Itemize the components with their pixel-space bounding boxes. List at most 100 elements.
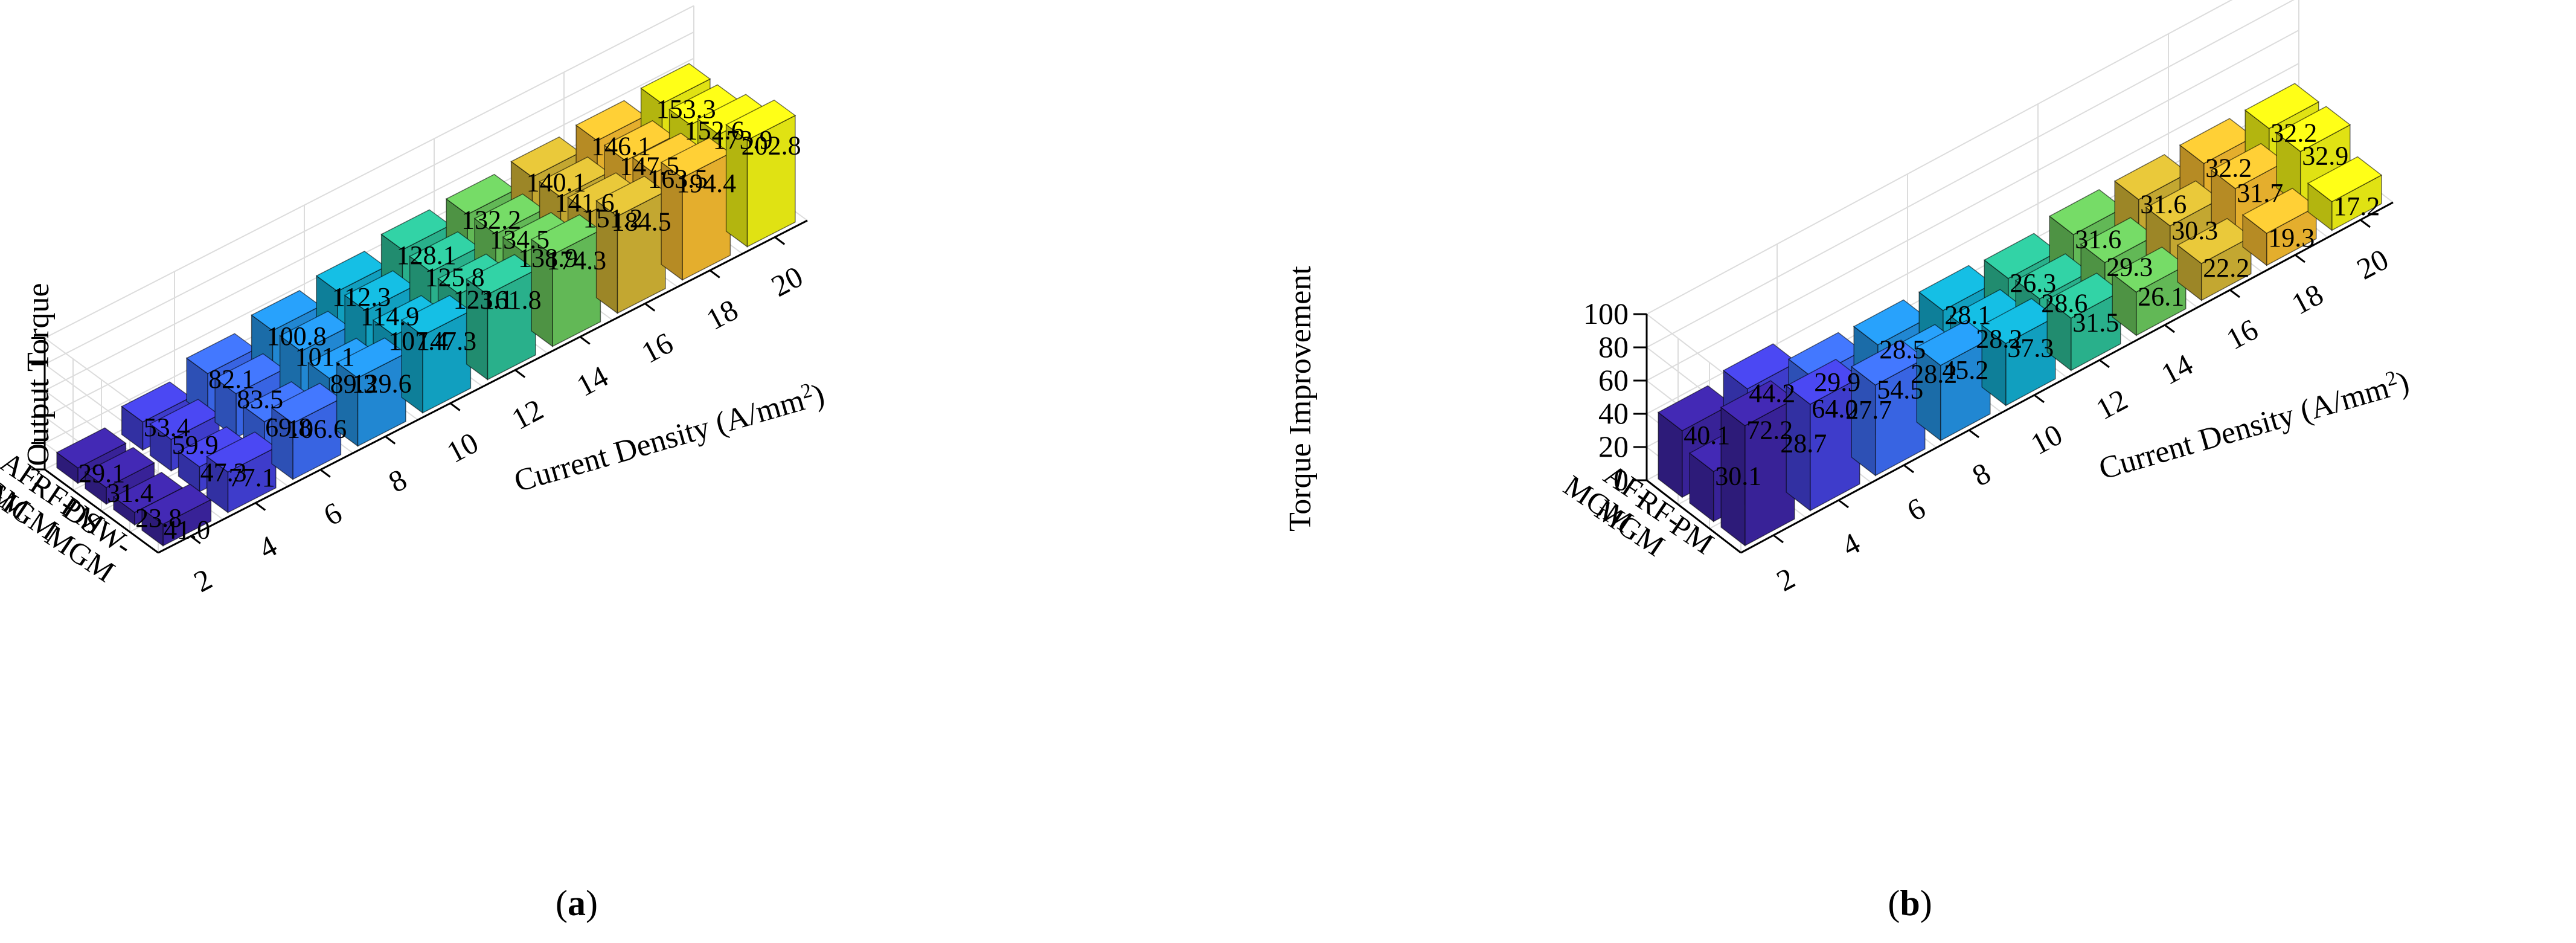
data-label: 26.3 bbox=[2010, 268, 2056, 298]
bar bbox=[2176, 217, 2252, 301]
data-label: 112.3 bbox=[332, 282, 391, 312]
data-label: 123.1 bbox=[453, 285, 513, 314]
x-axis-label: Current Density (A/mm2) bbox=[2095, 364, 2413, 486]
data-label: 30.3 bbox=[2171, 216, 2218, 245]
x-tick-label: 14 bbox=[2156, 347, 2198, 391]
data-label: 101.1 bbox=[295, 342, 355, 372]
x-tick bbox=[319, 469, 331, 478]
bar-face-top bbox=[315, 251, 386, 292]
bar bbox=[1720, 380, 1796, 547]
data-label: 89.3 bbox=[330, 369, 377, 399]
bar-face-top bbox=[214, 353, 285, 394]
bar bbox=[1850, 340, 1926, 477]
data-label: 163.5 bbox=[648, 164, 708, 193]
bar-face-top bbox=[2145, 180, 2221, 227]
bar-face-top bbox=[400, 295, 472, 336]
x-tick-label: 10 bbox=[441, 425, 484, 469]
bar-face-top bbox=[2113, 154, 2190, 201]
x-tick bbox=[579, 336, 591, 345]
bar bbox=[466, 254, 537, 381]
bar bbox=[2307, 156, 2383, 231]
data-label: 107.4 bbox=[388, 326, 448, 356]
bar bbox=[1915, 320, 1991, 442]
bar-face-top bbox=[473, 193, 545, 235]
bar-face-top bbox=[2048, 189, 2124, 236]
z-tick-label: 20 bbox=[1598, 430, 1629, 463]
data-label: 22.2 bbox=[2203, 253, 2249, 283]
data-label: 28.1 bbox=[1944, 300, 1991, 330]
x-tick-label: 20 bbox=[2351, 242, 2394, 286]
bar bbox=[1785, 358, 1861, 512]
bar bbox=[336, 337, 407, 447]
x-tick bbox=[2360, 219, 2371, 228]
x-tick bbox=[709, 269, 720, 278]
bar-face-top bbox=[2210, 143, 2286, 189]
z-tick-label: 0 bbox=[1613, 463, 1629, 497]
x-tick bbox=[514, 369, 526, 378]
x-tick-label: 12 bbox=[2091, 382, 2133, 426]
panel-b-chart: 40.1 44.2 29.9 28.5 28.1 26.3 31.6 31.6 32.2 32.2… bbox=[1283, 0, 2413, 923]
x-tick-label: 2 bbox=[188, 562, 217, 599]
bar bbox=[595, 175, 667, 314]
bar-face-top bbox=[445, 173, 516, 215]
data-label: 77.1 bbox=[229, 463, 275, 492]
bar-face-top bbox=[530, 214, 601, 256]
data-label: 147.3 bbox=[417, 326, 476, 356]
bar-face-top bbox=[725, 99, 796, 141]
bar-face-top bbox=[466, 254, 537, 295]
bar-face-top bbox=[380, 209, 452, 251]
bar-face-top bbox=[603, 120, 674, 161]
bar-face-top bbox=[84, 446, 155, 488]
data-label: 31.6 bbox=[2140, 189, 2187, 219]
x-tick-label: 2 bbox=[1771, 561, 1800, 597]
data-label: 129.6 bbox=[352, 369, 412, 398]
x-axis-label: Current Density (A/mm2) bbox=[510, 376, 828, 499]
data-label: 146.1 bbox=[591, 131, 651, 161]
axes bbox=[43, 219, 808, 554]
data-label: 202.8 bbox=[742, 131, 801, 161]
bar-face-top bbox=[1918, 265, 1994, 311]
data-label: 152.6 bbox=[685, 115, 745, 145]
data-label: 54.5 bbox=[1877, 375, 1923, 404]
data-label: 32.2 bbox=[2205, 153, 2252, 183]
data-label: 134.5 bbox=[490, 225, 549, 254]
x-tick-label: 6 bbox=[1902, 491, 1930, 527]
x-tick-label: 12 bbox=[506, 392, 548, 436]
bar-face-top bbox=[2244, 83, 2320, 129]
bar bbox=[2111, 246, 2187, 336]
bar-face-top bbox=[2046, 272, 2122, 319]
bar-face-top bbox=[1785, 358, 1861, 405]
grid-line bbox=[44, 5, 694, 339]
bar-face-top bbox=[2179, 118, 2255, 164]
x-tick-label: 4 bbox=[1836, 526, 1865, 562]
data-label: 45.2 bbox=[1942, 355, 1988, 385]
y-axis-line bbox=[1646, 479, 1741, 554]
bar-face-top bbox=[660, 137, 731, 179]
data-label: 26.1 bbox=[2138, 282, 2184, 311]
data-label: 194.4 bbox=[676, 169, 736, 198]
bar-face-top bbox=[1850, 340, 1926, 386]
bar-face-top bbox=[279, 311, 350, 352]
grid-line bbox=[1646, 30, 2299, 381]
bar-face-top bbox=[141, 483, 212, 525]
data-label: 132.2 bbox=[461, 205, 521, 235]
x-axis-line bbox=[158, 219, 808, 554]
x-tick bbox=[1969, 429, 1979, 439]
bar-face-top bbox=[1657, 385, 1733, 431]
bar-face-top bbox=[409, 231, 480, 272]
data-label: 28.6 bbox=[2041, 289, 2087, 318]
bar-face-top bbox=[2080, 217, 2156, 263]
data-label: 44.2 bbox=[1749, 379, 1795, 408]
data-label: 161.8 bbox=[482, 285, 542, 315]
data-label: 147.5 bbox=[620, 152, 679, 181]
data-label: 32.2 bbox=[2270, 118, 2317, 148]
data-label: 173.9 bbox=[713, 125, 773, 155]
bar-face-top bbox=[510, 136, 582, 178]
x-tick bbox=[255, 502, 266, 511]
panel-label-open: ( bbox=[1888, 883, 1900, 923]
bar-face-top bbox=[251, 290, 322, 332]
x-tick bbox=[385, 436, 396, 445]
z-axis-label: Output Torque bbox=[21, 283, 56, 466]
bar-face-top bbox=[2111, 246, 2187, 293]
bar bbox=[271, 382, 342, 480]
